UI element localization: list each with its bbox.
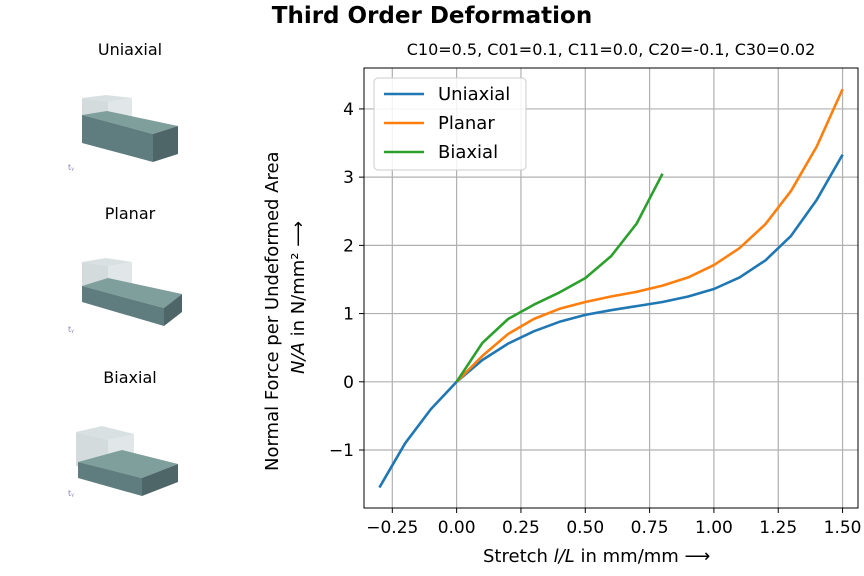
y-tick-label: 0: [343, 373, 354, 393]
planar-thumb-title: Planar: [104, 204, 156, 223]
uniaxial-thumb-title: Uniaxial: [97, 40, 163, 59]
x-tick-label: −0.25: [366, 518, 418, 538]
y-tick-label: 1: [343, 305, 354, 325]
biaxial-axes-label: tᵧ: [68, 489, 74, 498]
uniaxial-axes-label: tᵧ: [68, 163, 74, 172]
x-tick-label: 1.50: [824, 518, 862, 538]
legend: Uniaxial Planar Biaxial: [373, 77, 527, 171]
series-line-planar: [455, 88, 844, 383]
uniaxial-block-illustration: tᵧ: [68, 95, 178, 172]
x-tick-label: 0.25: [502, 518, 540, 538]
figure-title: Third Order Deformation: [271, 3, 593, 29]
biaxial-block-illustration: tᵧ: [68, 426, 178, 498]
series-line-uniaxial: [378, 153, 844, 489]
x-axis-unit: in mm/mm ⟶: [580, 546, 711, 567]
series-line-biaxial: [455, 173, 664, 383]
legend-label-biaxial: Biaxial: [438, 142, 498, 163]
axis-ticks: −0.25 0.00 0.25 0.50 0.75 1.00 1.25 1.50 −1 0 1 2 3 4: [329, 100, 862, 538]
x-tick-label: 0.50: [566, 518, 604, 538]
legend-label-planar: Planar: [438, 113, 495, 134]
planar-block-illustration: tᵧ: [68, 258, 182, 334]
chart-subtitle: C10=0.5, C01=0.1, C11=0.0, C20=-0.1, C30…: [406, 40, 816, 59]
y-tick-label: 4: [343, 100, 354, 120]
y-tick-label: 3: [343, 168, 354, 188]
legend-box: [373, 77, 527, 171]
y-tick-label: 2: [343, 236, 354, 256]
x-tick-label: 0.75: [631, 518, 669, 538]
legend-label-uniaxial: Uniaxial: [438, 84, 510, 105]
x-axis-label: Stretch l/L in mm/mm ⟶: [483, 546, 710, 567]
x-tick-label: 1.25: [759, 518, 797, 538]
y-tick-label: −1: [329, 441, 354, 461]
planar-axes-label: tᵧ: [68, 325, 74, 334]
plot-frame: [363, 67, 859, 509]
x-axis-variable: l/L: [553, 546, 575, 567]
biaxial-thumb-title: Biaxial: [103, 368, 157, 387]
x-tick-label: 1.00: [695, 518, 733, 538]
series-lines: [378, 88, 844, 489]
x-axis-main: Stretch: [483, 546, 548, 567]
x-tick-label: 0.00: [438, 518, 476, 538]
